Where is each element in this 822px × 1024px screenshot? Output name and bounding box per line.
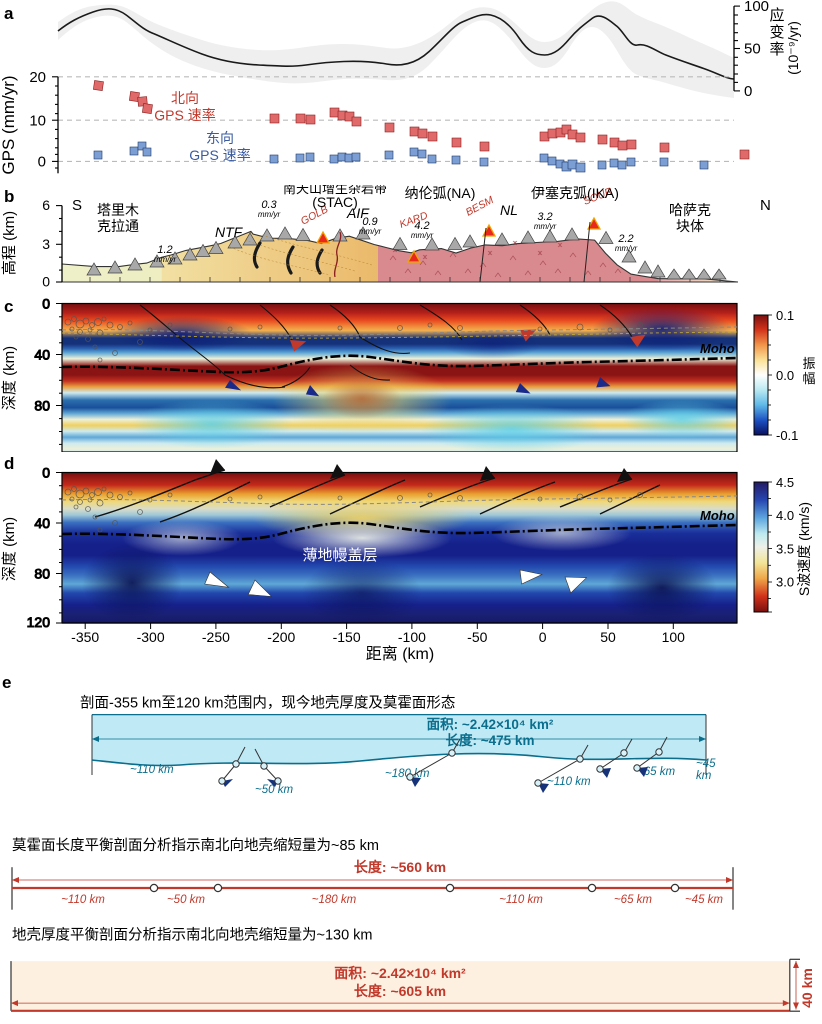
svg-text:北向: 北向 <box>171 90 199 106</box>
svg-text:0: 0 <box>539 629 547 645</box>
svg-text:40: 40 <box>34 515 50 531</box>
svg-text:深度 (km): 深度 (km) <box>1 346 18 410</box>
svg-text:-200: -200 <box>267 629 295 645</box>
svg-text:3.5: 3.5 <box>776 542 794 557</box>
svg-text:3.0: 3.0 <box>776 575 794 590</box>
svg-text:mm/yr: mm/yr <box>359 227 382 236</box>
svg-text:地壳厚度平衡剖面分析指示南北向地壳缩短量为~130 km: 地壳厚度平衡剖面分析指示南北向地壳缩短量为~130 km <box>12 927 373 944</box>
svg-text:伊塞克弧(IKA): 伊塞克弧(IKA) <box>531 185 619 201</box>
svg-text:20: 20 <box>29 69 46 86</box>
svg-text:4.5: 4.5 <box>776 475 794 490</box>
svg-text:哈萨克: 哈萨克 <box>669 202 711 218</box>
svg-text:~110 km: ~110 km <box>61 894 105 906</box>
svg-text:3: 3 <box>42 236 50 252</box>
svg-text:~45: ~45 <box>696 758 716 770</box>
svg-text:mm/yr: mm/yr <box>411 231 434 240</box>
svg-text:~45 km: ~45 km <box>685 894 723 906</box>
svg-text:-350: -350 <box>71 629 99 645</box>
svg-text:mm/yr: mm/yr <box>534 222 557 231</box>
svg-text:GPS 速率: GPS 速率 <box>154 107 215 123</box>
svg-text:塔里木: 塔里木 <box>97 202 139 218</box>
svg-text:100: 100 <box>662 629 686 645</box>
svg-text:NL: NL <box>500 202 518 218</box>
svg-text:面积: ~2.42×10⁴ km²: 面积: ~2.42×10⁴ km² <box>334 965 466 981</box>
svg-text:~65 km: ~65 km <box>614 894 652 906</box>
svg-text:Moho: Moho <box>700 341 735 356</box>
svg-text:-250: -250 <box>202 629 230 645</box>
svg-text:(STAC): (STAC) <box>312 194 358 210</box>
svg-text:40 km: 40 km <box>799 968 815 1008</box>
svg-text:-150: -150 <box>333 629 361 645</box>
svg-text:50: 50 <box>744 41 761 58</box>
svg-text:(10⁻⁹/yr): (10⁻⁹/yr) <box>785 21 801 75</box>
svg-text:0.0: 0.0 <box>776 368 794 383</box>
svg-text:80: 80 <box>34 566 50 582</box>
svg-text:克拉通: 克拉通 <box>97 218 139 234</box>
svg-text:纳伦弧(NA): 纳伦弧(NA) <box>405 185 476 201</box>
svg-text:-300: -300 <box>137 629 165 645</box>
svg-text:东向: 东向 <box>206 130 234 146</box>
svg-text:幅: 幅 <box>802 371 815 386</box>
svg-text:应: 应 <box>769 6 784 24</box>
svg-text:长度: ~560 km: 长度: ~560 km <box>354 859 446 875</box>
svg-text:0: 0 <box>744 83 752 100</box>
svg-text:~50 km: ~50 km <box>167 894 205 906</box>
svg-text:80: 80 <box>34 398 50 414</box>
svg-text:Moho: Moho <box>700 508 735 523</box>
svg-text:100: 100 <box>744 0 769 15</box>
svg-text:-100: -100 <box>398 629 426 645</box>
svg-text:6: 6 <box>42 197 50 213</box>
svg-text:0: 0 <box>38 154 46 171</box>
svg-text:长度: ~605 km: 长度: ~605 km <box>354 983 446 999</box>
svg-text:~110 km: ~110 km <box>130 764 174 776</box>
svg-text:面积: ~2.42×10⁴ km²: 面积: ~2.42×10⁴ km² <box>427 716 554 732</box>
svg-text:mm/yr: mm/yr <box>258 210 281 219</box>
svg-text:GPS 速率: GPS 速率 <box>189 147 250 163</box>
svg-text:10: 10 <box>29 113 46 130</box>
svg-text:-0.1: -0.1 <box>776 428 798 443</box>
svg-text:km: km <box>696 770 712 782</box>
svg-text:50: 50 <box>600 629 616 645</box>
svg-text:莫霍面长度平衡剖面分析指示南北向地壳缩短量为~85 km: 莫霍面长度平衡剖面分析指示南北向地壳缩短量为~85 km <box>12 837 379 854</box>
svg-text:S波速度 (km/s): S波速度 (km/s) <box>796 502 812 596</box>
svg-text:N: N <box>760 197 771 214</box>
svg-text:振: 振 <box>802 356 815 371</box>
svg-text:mm/yr: mm/yr <box>615 244 638 253</box>
svg-text:GPS (mm/yr): GPS (mm/yr) <box>0 75 18 174</box>
svg-text:NTF: NTF <box>215 224 244 240</box>
svg-text:0: 0 <box>42 465 50 481</box>
svg-text:4.0: 4.0 <box>776 508 794 523</box>
svg-text:0: 0 <box>42 296 50 312</box>
svg-text:-50: -50 <box>467 629 487 645</box>
svg-text:薄地幔盖层: 薄地幔盖层 <box>302 547 377 564</box>
svg-text:高程 (km): 高程 (km) <box>1 211 18 275</box>
svg-text:mm/yr: mm/yr <box>154 255 177 264</box>
svg-text:0.1: 0.1 <box>776 308 794 323</box>
svg-text:深度 (km): 深度 (km) <box>1 517 18 581</box>
svg-text:S: S <box>72 197 82 214</box>
svg-text:120: 120 <box>27 614 51 630</box>
svg-text:块体: 块体 <box>676 218 704 234</box>
svg-text:剖面-355 km至120 km范围内，现今地壳厚度及莫霍面: 剖面-355 km至120 km范围内，现今地壳厚度及莫霍面形态 <box>80 694 455 711</box>
svg-text:0: 0 <box>42 274 50 290</box>
svg-text:~180 km: ~180 km <box>312 894 357 906</box>
svg-text:40: 40 <box>34 347 50 363</box>
svg-text:~110 km: ~110 km <box>499 894 543 906</box>
svg-text:率: 率 <box>769 41 784 58</box>
svg-text:~110 km: ~110 km <box>547 776 591 788</box>
svg-text:变: 变 <box>769 24 784 41</box>
